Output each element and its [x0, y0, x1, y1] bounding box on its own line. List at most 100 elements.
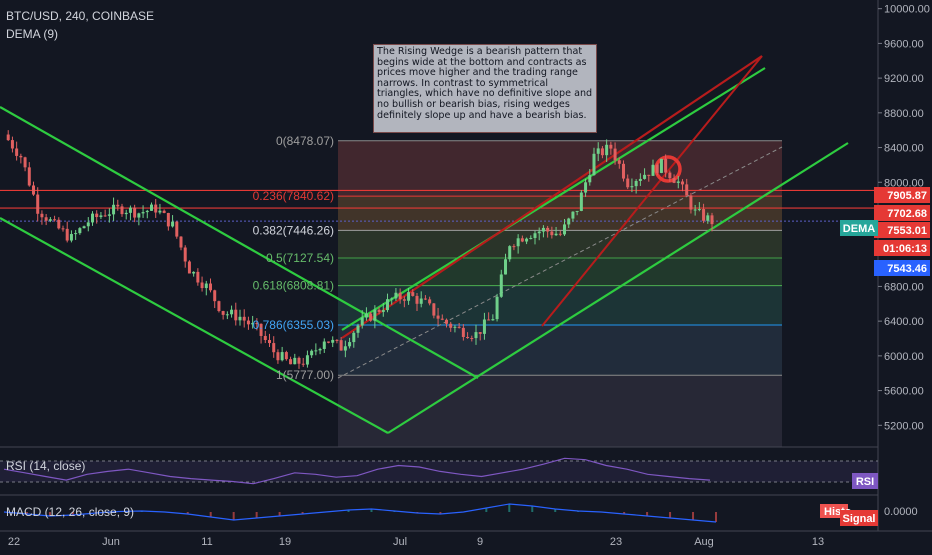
ascending-channel-bottom — [387, 142, 849, 434]
candle-body — [512, 246, 516, 248]
candle-body — [529, 237, 533, 239]
candle-body — [263, 335, 267, 341]
macd-value: 0.0000 — [884, 506, 918, 518]
price-tick-label: 5200.00 — [884, 420, 924, 432]
candle-body — [685, 184, 689, 196]
candle-body — [166, 212, 170, 227]
candle-body — [440, 318, 444, 320]
candle-body — [137, 213, 141, 218]
candle-body — [91, 213, 94, 223]
candle-body — [19, 155, 23, 158]
candle-body — [272, 343, 276, 353]
candle-body — [196, 271, 200, 283]
candle-body — [15, 148, 19, 156]
candle-body — [423, 298, 427, 300]
price-tag-bg — [874, 240, 930, 256]
candle-body — [331, 339, 335, 343]
time-tick-label: Aug — [694, 536, 714, 548]
candle-body — [310, 350, 314, 356]
candle-body — [554, 233, 558, 236]
candle-body — [508, 246, 512, 260]
price-tick-label: 5600.00 — [884, 386, 924, 398]
candle-body — [609, 144, 613, 149]
candle-body — [681, 181, 684, 185]
price-tag: 7553.01 — [887, 225, 927, 237]
candle-body — [630, 186, 634, 188]
candle-body — [276, 352, 280, 361]
candle-body — [537, 231, 541, 234]
candle-body — [470, 338, 474, 340]
candle-body — [217, 301, 221, 312]
price-tag: 01:06:13 — [883, 243, 927, 255]
candle-body — [617, 160, 621, 164]
time-tick-label: Jul — [393, 536, 407, 548]
rising-wedge-note[interactable]: The Rising Wedge is a bearish pattern th… — [373, 44, 597, 133]
candle-body — [638, 178, 642, 181]
wedge-apex-line — [649, 55, 763, 194]
time-tick-label: 11 — [201, 536, 212, 548]
candle-body — [398, 292, 402, 300]
candle-body — [546, 227, 550, 232]
candle-body — [175, 221, 179, 237]
candle-body — [584, 182, 588, 193]
candle-body — [40, 213, 44, 218]
price-tick-label: 9600.00 — [884, 38, 924, 50]
candle-body — [697, 209, 701, 211]
price-tick-label: 9200.00 — [884, 73, 924, 85]
candle-body — [390, 298, 394, 300]
candle-body — [348, 342, 352, 347]
candle-body — [305, 355, 309, 365]
candle-body — [575, 210, 579, 212]
candle-body — [466, 336, 470, 339]
candle-body — [643, 174, 647, 179]
candle-body — [651, 164, 655, 176]
fibonacci-zones — [338, 140, 782, 447]
ascending-channel-top — [341, 67, 766, 331]
candle-body — [702, 209, 706, 221]
candle-body — [120, 206, 124, 215]
time-tick-label: 22 — [8, 536, 20, 548]
time-axis: 22 Jun 11 19 Jul 9 23 Aug 13 — [0, 530, 932, 548]
candle-body — [171, 221, 175, 227]
candle-body — [289, 359, 293, 365]
candle-body — [474, 332, 478, 339]
rsi-label: RSI (14, close) — [6, 459, 85, 473]
candle-body — [74, 233, 78, 235]
candle-body — [23, 157, 27, 168]
candle-body — [10, 140, 14, 149]
candle-body — [234, 309, 238, 321]
candle-body — [664, 158, 668, 173]
candle-body — [369, 313, 373, 321]
price-tick-label: 6800.00 — [884, 281, 924, 293]
candle-body — [600, 148, 604, 156]
candle-body — [327, 341, 330, 343]
candle-body — [647, 174, 651, 176]
candle-body — [53, 219, 57, 221]
candle-body — [622, 163, 625, 179]
candle-body — [588, 175, 592, 183]
candle-body — [225, 314, 229, 316]
candle-body — [251, 323, 255, 325]
wedge-lower-line — [541, 192, 651, 327]
candle-body — [541, 227, 545, 232]
candle-body — [356, 325, 360, 333]
candle-body — [246, 320, 250, 325]
fib-zone — [338, 325, 782, 376]
price-tag: 7702.68 — [887, 208, 927, 220]
candle-body — [689, 195, 693, 210]
dema-tag: DEMA — [843, 223, 875, 235]
descending-channel-bottom — [0, 217, 389, 434]
macd-line — [3, 503, 717, 523]
rising-wedge-note-text: The Rising Wedge is a bearish pattern th… — [377, 46, 593, 121]
fib-label: 0(8478.07) — [276, 134, 334, 148]
fibonacci-lines — [0, 140, 878, 379]
candle-body — [550, 231, 554, 236]
candle-body — [381, 310, 385, 312]
candle-body — [579, 192, 583, 211]
candle-body — [672, 178, 676, 183]
candles — [6, 130, 714, 369]
macd-label: MACD (12, 26, close, 9) — [6, 505, 134, 519]
